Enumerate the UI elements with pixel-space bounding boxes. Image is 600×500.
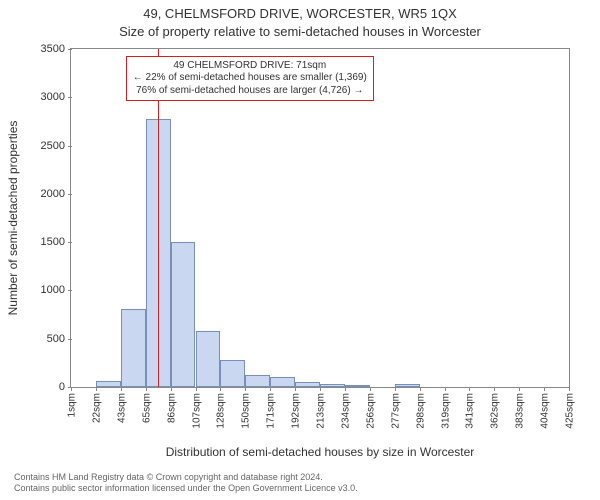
x-tick-mark xyxy=(320,387,321,391)
x-tick-mark xyxy=(370,387,371,391)
x-tick-mark xyxy=(71,387,72,391)
y-tick-label: 2000 xyxy=(25,188,71,200)
x-tick-mark xyxy=(469,387,470,391)
histogram-bar xyxy=(320,384,345,387)
plot-area: 49 CHELMSFORD DRIVE: 71sqm ← 22% of semi… xyxy=(70,48,570,388)
x-tick-label: 319sqm xyxy=(438,393,451,429)
x-tick-mark xyxy=(445,387,446,391)
x-tick-label: 22sqm xyxy=(89,393,102,423)
y-tick-label: 3500 xyxy=(25,43,71,55)
y-tick-label: 3000 xyxy=(25,91,71,103)
y-tick-label: 1500 xyxy=(25,236,71,248)
y-tick-label: 2500 xyxy=(25,140,71,152)
x-tick-label: 341sqm xyxy=(463,393,476,429)
x-tick-label: 65sqm xyxy=(139,393,152,423)
x-tick-mark xyxy=(420,387,421,391)
x-tick-mark xyxy=(121,387,122,391)
y-tick-label: 1000 xyxy=(25,284,71,296)
x-tick-mark xyxy=(196,387,197,391)
histogram-bar xyxy=(395,384,420,387)
x-tick-mark xyxy=(494,387,495,391)
x-tick-label: 213sqm xyxy=(314,393,327,429)
x-tick-mark xyxy=(146,387,147,391)
x-tick-label: 1sqm xyxy=(65,393,78,417)
footer-line2: Contains public sector information licen… xyxy=(14,483,358,494)
x-tick-label: 150sqm xyxy=(239,393,252,429)
x-tick-mark xyxy=(270,387,271,391)
histogram-bar xyxy=(345,385,370,387)
histogram-bar xyxy=(295,382,320,387)
histogram-bar xyxy=(196,331,221,387)
x-tick-label: 362sqm xyxy=(488,393,501,429)
annotation-line3: 76% of semi-detached houses are larger (… xyxy=(133,85,367,98)
footer-line1: Contains HM Land Registry data © Crown c… xyxy=(14,472,358,483)
histogram-bar xyxy=(96,381,121,387)
x-tick-label: 383sqm xyxy=(513,393,526,429)
histogram-bar xyxy=(245,375,270,387)
x-tick-label: 404sqm xyxy=(538,393,551,429)
x-tick-mark xyxy=(96,387,97,391)
x-tick-label: 192sqm xyxy=(289,393,302,429)
x-tick-label: 234sqm xyxy=(338,393,351,429)
annotation-line2: ← 22% of semi-detached houses are smalle… xyxy=(133,72,367,85)
x-tick-label: 86sqm xyxy=(164,393,177,423)
x-tick-mark xyxy=(220,387,221,391)
x-tick-label: 277sqm xyxy=(388,393,401,429)
histogram-bar xyxy=(121,309,146,387)
y-axis-label: Number of semi-detached properties xyxy=(6,48,24,388)
x-tick-label: 171sqm xyxy=(264,393,277,429)
x-tick-mark xyxy=(171,387,172,391)
x-tick-mark xyxy=(295,387,296,391)
chart-container: { "header": { "title_line1": "49, CHELMS… xyxy=(0,0,600,500)
x-tick-mark xyxy=(245,387,246,391)
x-tick-label: 256sqm xyxy=(363,393,376,429)
annotation-line1: 49 CHELMSFORD DRIVE: 71sqm xyxy=(133,60,367,73)
x-tick-mark xyxy=(345,387,346,391)
x-tick-label: 298sqm xyxy=(413,393,426,429)
x-tick-mark xyxy=(544,387,545,391)
y-tick-label: 0 xyxy=(25,381,71,393)
x-axis-label: Distribution of semi-detached houses by … xyxy=(70,445,570,459)
x-tick-label: 107sqm xyxy=(189,393,202,429)
chart-subtitle: Size of property relative to semi-detach… xyxy=(0,24,600,39)
x-tick-mark xyxy=(519,387,520,391)
address-title: 49, CHELMSFORD DRIVE, WORCESTER, WR5 1QX xyxy=(0,6,600,21)
annotation-box: 49 CHELMSFORD DRIVE: 71sqm ← 22% of semi… xyxy=(126,56,374,102)
histogram-bar xyxy=(171,242,196,387)
histogram-bar xyxy=(270,377,295,387)
histogram-bar xyxy=(220,360,245,387)
footer-attribution: Contains HM Land Registry data © Crown c… xyxy=(14,472,358,494)
y-tick-label: 500 xyxy=(25,333,71,345)
x-tick-label: 425sqm xyxy=(563,393,576,429)
x-tick-label: 43sqm xyxy=(114,393,127,423)
x-tick-mark xyxy=(569,387,570,391)
x-tick-mark xyxy=(395,387,396,391)
x-tick-label: 128sqm xyxy=(214,393,227,429)
